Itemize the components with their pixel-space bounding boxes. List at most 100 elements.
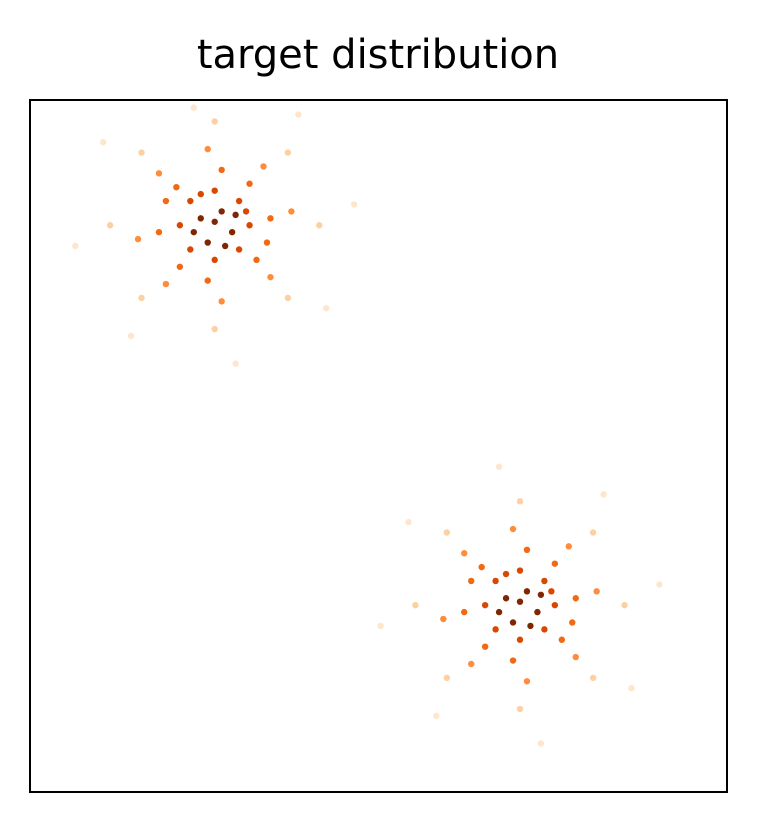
point — [537, 740, 545, 747]
point — [565, 543, 572, 550]
point — [440, 615, 447, 623]
point — [197, 190, 204, 198]
point — [162, 197, 170, 205]
point — [211, 325, 218, 333]
point — [221, 242, 229, 250]
point — [443, 674, 451, 682]
point — [534, 608, 541, 616]
point — [461, 550, 468, 557]
point — [284, 294, 292, 302]
point — [260, 163, 267, 170]
point — [155, 228, 163, 236]
point — [656, 581, 663, 588]
point — [412, 601, 419, 609]
point — [461, 608, 468, 616]
point — [288, 208, 295, 215]
chart-title: target distribution — [197, 32, 559, 78]
point — [600, 491, 607, 498]
point — [492, 626, 499, 633]
point — [323, 305, 330, 312]
point — [443, 529, 451, 536]
point — [572, 653, 579, 661]
point — [211, 187, 218, 194]
point — [572, 595, 579, 602]
point — [197, 215, 204, 222]
point — [516, 567, 524, 574]
point — [246, 180, 253, 187]
point — [509, 619, 517, 626]
axes-frame — [29, 99, 728, 793]
point — [481, 643, 489, 650]
point — [502, 570, 510, 578]
point — [509, 525, 517, 533]
point — [502, 595, 510, 602]
point — [551, 560, 559, 567]
point — [558, 636, 566, 643]
point — [516, 636, 524, 643]
point — [228, 228, 236, 236]
point — [218, 166, 225, 174]
point — [246, 222, 253, 229]
point — [232, 211, 239, 219]
point — [218, 208, 225, 215]
plot-area — [72, 104, 663, 747]
point — [173, 183, 180, 191]
point — [621, 601, 628, 609]
point — [350, 201, 358, 208]
point — [204, 239, 211, 246]
point — [569, 619, 576, 626]
point — [162, 280, 170, 288]
point — [176, 263, 184, 270]
point — [377, 622, 384, 630]
point — [523, 546, 531, 553]
point — [527, 622, 534, 630]
point — [316, 222, 323, 229]
point — [516, 498, 524, 505]
point — [99, 139, 107, 146]
point — [551, 601, 559, 609]
point — [478, 563, 485, 571]
point — [295, 111, 302, 118]
point — [190, 104, 197, 111]
point — [509, 657, 517, 664]
point — [211, 118, 218, 125]
point — [495, 608, 503, 616]
point — [187, 197, 194, 205]
point — [204, 277, 211, 284]
point — [218, 298, 225, 305]
point — [263, 239, 271, 246]
point — [187, 246, 194, 253]
point — [242, 208, 250, 215]
point — [516, 598, 524, 605]
point — [134, 235, 142, 243]
point — [284, 149, 292, 156]
point — [523, 678, 531, 685]
point — [628, 685, 635, 692]
point — [593, 588, 600, 595]
point — [468, 660, 475, 668]
point — [481, 601, 489, 609]
point — [235, 246, 243, 253]
point — [127, 332, 135, 340]
point — [495, 463, 503, 470]
point — [433, 712, 440, 720]
point — [541, 626, 548, 633]
point — [548, 588, 555, 595]
point — [516, 705, 524, 713]
point — [232, 360, 239, 367]
point — [537, 591, 545, 598]
point — [72, 242, 79, 250]
point — [155, 170, 163, 177]
point — [541, 577, 548, 585]
point — [589, 529, 597, 536]
point — [190, 228, 197, 236]
point — [267, 215, 274, 222]
point — [253, 256, 260, 264]
point — [211, 218, 218, 225]
point — [492, 577, 499, 585]
point — [267, 273, 274, 281]
point — [589, 674, 597, 682]
point — [176, 222, 184, 229]
point — [138, 149, 145, 156]
